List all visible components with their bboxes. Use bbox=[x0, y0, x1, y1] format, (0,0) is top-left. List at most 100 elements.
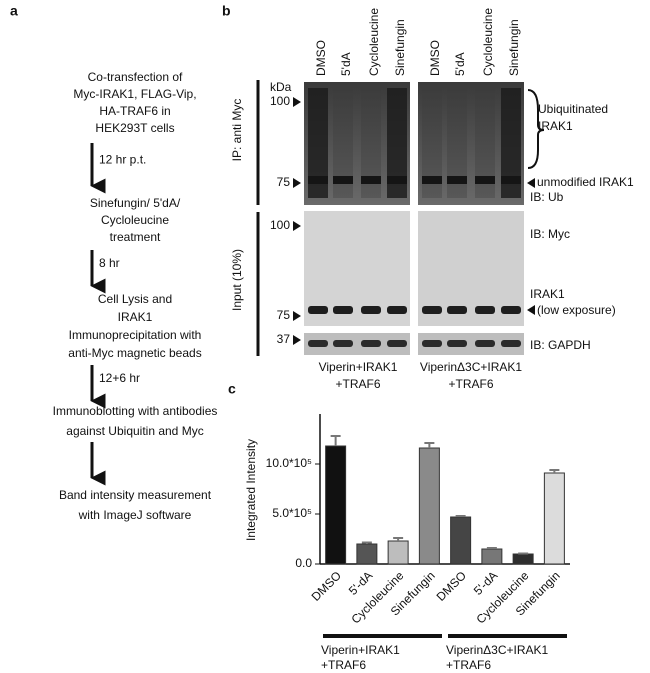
band bbox=[387, 306, 407, 314]
y-axis-label: Integrated Intensity bbox=[244, 439, 258, 541]
group-label: Viperin+IRAK1 bbox=[321, 643, 400, 657]
step-text: Cell Lysis and bbox=[98, 292, 172, 306]
band bbox=[333, 340, 353, 347]
group-label: ViperinΔ3C+IRAK1 bbox=[446, 643, 549, 657]
marker: 75 bbox=[277, 308, 291, 322]
band bbox=[422, 88, 442, 198]
band bbox=[501, 176, 521, 184]
band bbox=[447, 306, 467, 314]
blot-label: IB: Ub bbox=[530, 190, 564, 204]
bar bbox=[481, 548, 503, 565]
lane-label: DMSO bbox=[314, 40, 328, 76]
band bbox=[361, 88, 381, 198]
bar bbox=[356, 543, 378, 565]
bar bbox=[543, 472, 565, 565]
band bbox=[501, 340, 521, 347]
band bbox=[308, 88, 328, 198]
x-tick-label: DMSO bbox=[434, 568, 469, 603]
y-tick-label: 5.0*10⁵ bbox=[272, 506, 312, 520]
bar bbox=[512, 553, 534, 565]
band bbox=[475, 340, 495, 347]
band bbox=[333, 176, 353, 184]
step-text: Immunoprecipitation with bbox=[69, 328, 202, 342]
lane-label: Cycloleucine bbox=[481, 8, 495, 76]
band bbox=[475, 306, 495, 314]
lane-label: 5'dA bbox=[339, 52, 353, 76]
lane-label: Sinefungin bbox=[507, 19, 521, 76]
kda-label: kDa bbox=[270, 80, 292, 94]
band bbox=[387, 176, 407, 184]
blot-label: unmodified IRAK1 bbox=[537, 175, 634, 189]
marker: 75 bbox=[277, 175, 291, 189]
panel-letter: c bbox=[228, 381, 236, 397]
step-text: HEK293T cells bbox=[95, 121, 174, 135]
lane-label: Sinefungin bbox=[393, 19, 407, 76]
band bbox=[422, 176, 442, 184]
blot bbox=[304, 333, 410, 355]
band bbox=[361, 306, 381, 314]
step-text: HA-TRAF6 in bbox=[99, 104, 170, 118]
band bbox=[422, 340, 442, 347]
x-tick-label: DMSO bbox=[309, 568, 344, 603]
panel-letter: a bbox=[10, 3, 18, 19]
band bbox=[308, 340, 328, 347]
group-label: ViperinΔ3C+IRAK1 bbox=[420, 360, 523, 374]
group-label: +TRAF6 bbox=[446, 658, 491, 672]
panel-a: a Co-transfection of Myc-IRAK1, FLAG-Vip,… bbox=[10, 3, 217, 522]
band bbox=[447, 88, 467, 198]
arrow-label: 8 hr bbox=[99, 256, 120, 270]
blot-label: IB: GAPDH bbox=[530, 338, 591, 352]
band bbox=[475, 176, 495, 184]
bar bbox=[418, 447, 440, 565]
band bbox=[361, 340, 381, 347]
step-text: against Ubiquitin and Myc bbox=[66, 424, 203, 438]
group-label: +TRAF6 bbox=[321, 658, 366, 672]
panel-b: b IP: anti Myc Input (10%) kDa 100 75 10… bbox=[222, 3, 634, 391]
panel-c: c Integrated Intensity 0.0 5.0*10⁵ 10.0*10… bbox=[228, 381, 570, 672]
step-text: anti-Myc magnetic beads bbox=[68, 346, 201, 360]
band bbox=[447, 176, 467, 184]
marker: 100 bbox=[270, 218, 290, 232]
blot-label: IP: anti Myc bbox=[230, 99, 244, 162]
step-text: Cycloleucine bbox=[101, 213, 169, 227]
blot-label: IB: Myc bbox=[530, 227, 570, 241]
step-text: Sinefungin/ 5'dA/ bbox=[90, 196, 181, 210]
band bbox=[501, 88, 521, 198]
blot bbox=[418, 333, 524, 355]
blot-label: Ubiquitinated bbox=[538, 102, 608, 116]
bar bbox=[325, 445, 347, 565]
band bbox=[447, 340, 467, 347]
step-text: IRAK1 bbox=[118, 310, 153, 324]
group-label: +TRAF6 bbox=[448, 377, 493, 391]
step-text: Band intensity measurement bbox=[59, 488, 212, 502]
blot-label: (low exposure) bbox=[537, 303, 616, 317]
band bbox=[308, 306, 328, 314]
blot-label: IRAK1 bbox=[538, 119, 573, 133]
step-text: treatment bbox=[110, 230, 161, 244]
step-text: Co-transfection of bbox=[88, 70, 183, 84]
bar bbox=[387, 540, 409, 565]
y-tick-label: 10.0*10⁵ bbox=[266, 456, 312, 470]
arrow-label: 12+6 hr bbox=[99, 371, 140, 385]
step-text: with ImageJ software bbox=[78, 508, 192, 522]
marker: 100 bbox=[270, 94, 290, 108]
band bbox=[475, 88, 495, 198]
panel-letter: b bbox=[222, 3, 231, 19]
band bbox=[387, 88, 407, 198]
bracket bbox=[527, 89, 545, 169]
group-label: +TRAF6 bbox=[335, 377, 380, 391]
band bbox=[361, 176, 381, 184]
arrow-label: 12 hr p.t. bbox=[99, 153, 146, 167]
lane-label: Cycloleucine bbox=[367, 8, 381, 76]
flowchart: Co-transfection of Myc-IRAK1, FLAG-Vip, HA… bbox=[53, 70, 218, 522]
marker: 37 bbox=[277, 332, 291, 346]
lane-label: 5'dA bbox=[453, 52, 467, 76]
step-text: Myc-IRAK1, FLAG-Vip, bbox=[73, 87, 196, 101]
band bbox=[333, 306, 353, 314]
bands bbox=[308, 88, 521, 347]
band bbox=[387, 340, 407, 347]
y-tick-label: 0.0 bbox=[295, 556, 312, 570]
blot-label: IRAK1 bbox=[530, 287, 565, 301]
band bbox=[501, 306, 521, 314]
